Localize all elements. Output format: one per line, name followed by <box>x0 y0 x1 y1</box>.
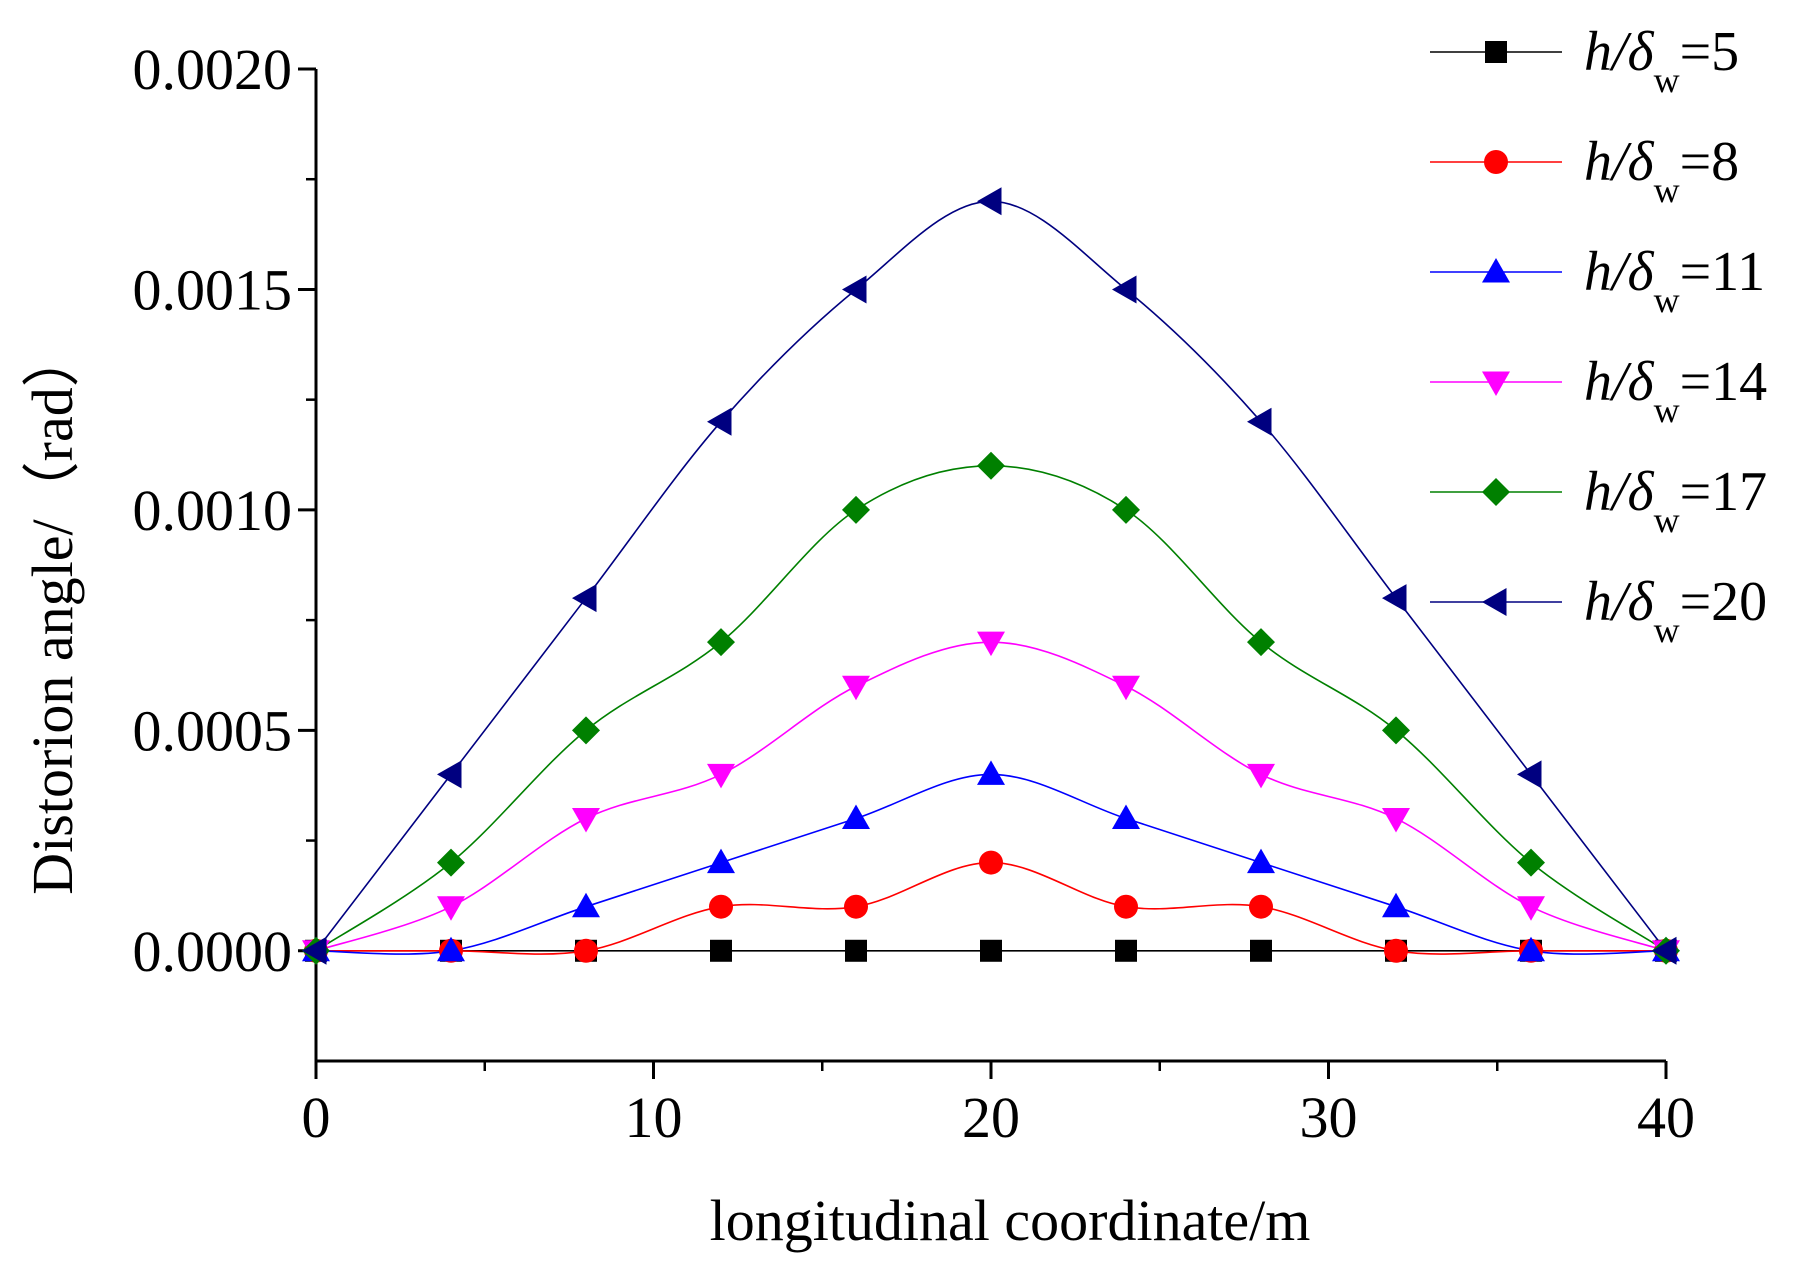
y-tick-label: 0.0010 <box>133 478 293 543</box>
data-point-4-9 <box>1517 848 1545 877</box>
data-point-5-2 <box>572 584 597 613</box>
legend-label-5: h/δw=20 <box>1584 571 1767 650</box>
data-point-1-2 <box>574 938 598 963</box>
legend-label-4: h/δw=17 <box>1584 461 1767 540</box>
data-point-1-7 <box>1249 894 1273 919</box>
data-point-4-8 <box>1382 716 1410 745</box>
x-tick-label: 10 <box>625 1085 683 1150</box>
data-point-1-5 <box>979 850 1003 875</box>
data-point-5-9 <box>1517 760 1542 789</box>
legend-label-1: h/δw=8 <box>1584 131 1739 210</box>
data-point-4-3 <box>707 628 735 657</box>
data-point-5-8 <box>1382 584 1407 613</box>
legend-marker-4 <box>1482 478 1510 506</box>
data-point-5-5 <box>977 187 1002 216</box>
data-point-2-6 <box>1112 804 1140 830</box>
data-point-3-4 <box>842 675 870 701</box>
data-point-5-1 <box>437 760 462 789</box>
y-tick-label: 0.0005 <box>133 698 293 763</box>
y-tick-label: 0.0000 <box>133 919 293 984</box>
legend: h/δw=5 h/δw=8 h/δw=11 h/δw=14 h/δw=17 h/δw=20 <box>1430 21 1767 650</box>
data-point-4-6 <box>1112 495 1140 524</box>
series-curves <box>315 200 1667 955</box>
x-tick-label: 30 <box>1300 1085 1358 1150</box>
y-tick-label: 0.0020 <box>133 37 293 102</box>
data-point-4-5 <box>977 451 1005 480</box>
data-point-2-4 <box>842 804 870 830</box>
data-point-5-0 <box>302 936 327 965</box>
data-point-1-4 <box>844 894 868 919</box>
y-tick-label: 0.0015 <box>133 257 293 322</box>
data-point-4-2 <box>572 716 600 745</box>
data-point-4-1 <box>437 848 465 877</box>
legend-marker-1 <box>1484 150 1508 174</box>
data-point-1-3 <box>709 894 733 919</box>
data-point-4-4 <box>842 495 870 524</box>
data-point-0-6 <box>1115 939 1137 962</box>
legend-marker-5 <box>1482 588 1507 616</box>
legend-label-2: h/δw=11 <box>1584 241 1765 320</box>
data-point-3-1 <box>437 896 465 921</box>
data-point-5-6 <box>1112 275 1137 304</box>
data-point-0-3 <box>710 939 732 962</box>
legend-marker-3 <box>1482 371 1510 396</box>
legend-marker-2 <box>1482 258 1510 283</box>
series-line-5 <box>315 200 1667 952</box>
data-point-1-8 <box>1384 938 1408 963</box>
data-point-2-3 <box>707 848 735 874</box>
data-point-5-7 <box>1247 407 1272 436</box>
data-point-0-4 <box>845 939 867 962</box>
data-point-2-9 <box>1517 936 1545 962</box>
data-point-3-7 <box>1247 763 1275 789</box>
data-point-5-4 <box>842 275 867 304</box>
data-point-1-6 <box>1114 894 1138 919</box>
axes: 0.0000 0.0005 0.0010 0.0015 0.0020 0 10 20 30 40 <box>133 37 1696 1150</box>
series-markers <box>302 187 1680 965</box>
legend-label-0: h/δw=5 <box>1584 21 1739 100</box>
x-tick-label: 40 <box>1637 1085 1695 1150</box>
data-point-3-3 <box>707 763 735 789</box>
data-point-3-8 <box>1382 808 1410 833</box>
data-point-3-6 <box>1112 675 1140 701</box>
data-point-3-9 <box>1517 896 1545 921</box>
data-point-4-7 <box>1247 628 1275 657</box>
data-point-2-1 <box>437 936 465 962</box>
x-tick-label: 20 <box>962 1085 1020 1150</box>
series-line-4 <box>315 464 1667 952</box>
data-point-0-5 <box>980 939 1002 962</box>
legend-marker-0 <box>1485 41 1507 63</box>
data-point-2-7 <box>1247 848 1275 874</box>
y-axis-title: Distorion angle/（rad） <box>20 329 85 894</box>
data-point-5-10 <box>1652 936 1677 965</box>
data-point-5-3 <box>707 407 732 436</box>
data-point-2-8 <box>1382 892 1410 918</box>
x-tick-label: 0 <box>302 1085 331 1150</box>
data-point-3-5 <box>977 631 1005 657</box>
data-point-2-2 <box>572 892 600 918</box>
data-point-2-5 <box>977 760 1005 785</box>
data-point-3-2 <box>572 808 600 833</box>
x-axis-title: longitudinal coordinate/m <box>710 1188 1311 1253</box>
legend-label-3: h/δw=14 <box>1584 351 1767 430</box>
data-point-0-7 <box>1250 939 1272 962</box>
